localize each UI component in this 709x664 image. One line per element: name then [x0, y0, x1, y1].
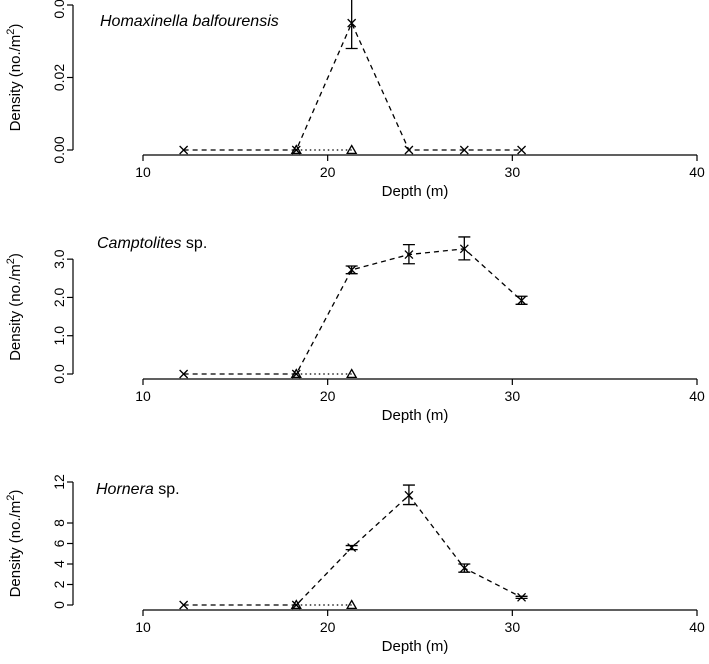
data-point-triangle	[346, 144, 358, 155]
panel-title: Hornera sp.	[96, 481, 180, 498]
panel-title-suffix: sp.	[154, 481, 180, 498]
x-tick-label: 10	[135, 164, 151, 180]
panel-title-species: Hornera	[96, 481, 154, 498]
y-axis-title-main: Density (no./m	[7, 35, 24, 132]
y-tick-label: 6	[51, 539, 67, 547]
error-bar	[345, 0, 358, 50]
panel-title-species: Homaxinella balfourensis	[100, 13, 279, 30]
y-tick-label: 0.00	[51, 136, 67, 163]
x-axis-title: Depth (m)	[382, 638, 449, 655]
x-tick-label: 40	[689, 164, 705, 180]
y-tick-label: 12	[51, 474, 67, 490]
x-tick-label: 10	[135, 619, 151, 635]
y-tick-label: 2.0	[51, 287, 67, 307]
series-line-dashed	[183, 21, 522, 151]
y-axis-title: Density (no./m2)	[5, 253, 24, 361]
y-tick-label: 0.02	[51, 64, 67, 91]
data-point-cross	[459, 244, 469, 254]
data-point-cross	[404, 490, 414, 500]
x-axis-title: Depth (m)	[382, 183, 449, 200]
x-tick-label: 40	[689, 619, 705, 635]
data-point-cross	[179, 145, 189, 155]
data-point-cross	[459, 563, 469, 573]
y-tick-label: 0.04	[51, 0, 67, 19]
data-point-triangle	[290, 368, 302, 379]
x-tick-label: 30	[505, 619, 521, 635]
panel-title-species: Camptolites	[97, 235, 181, 252]
y-tick-label: 3.0	[51, 249, 67, 269]
panel-title-suffix: sp.	[181, 235, 207, 252]
data-point-cross	[347, 265, 357, 275]
data-point-cross	[347, 18, 357, 28]
y-tick-label: 1.0	[51, 326, 67, 346]
data-point-triangle	[346, 599, 358, 610]
data-point-cross	[517, 592, 527, 602]
data-point-cross	[517, 145, 527, 155]
panel-title: Homaxinella balfourensis	[100, 13, 279, 30]
y-axis-title: Density (no./m2)	[5, 24, 24, 132]
x-tick-label: 20	[320, 164, 336, 180]
y-axis-title: Density (no./m2)	[5, 490, 24, 598]
x-axis-title: Depth (m)	[382, 407, 449, 424]
y-tick-label: 0	[51, 601, 67, 609]
panel-1: 0.00 0.02 0.04 10 20 30 40 Depth (m) Density (no…	[5, 0, 705, 200]
data-point-cross	[459, 145, 469, 155]
data-point-triangle	[290, 599, 302, 610]
x-tick-label: 10	[135, 388, 151, 404]
y-axis-title-superscript: 2	[5, 258, 17, 264]
y-axis-title-superscript: 2	[5, 495, 17, 501]
x-tick-label: 40	[689, 388, 705, 404]
y-axis-title-main: Density (no./m	[7, 264, 24, 361]
x-tick-label: 30	[505, 164, 521, 180]
y-axis-title-end: )	[7, 490, 24, 495]
x-tick-label: 20	[320, 388, 336, 404]
y-tick-label: 8	[51, 519, 67, 527]
data-point-cross	[179, 369, 189, 379]
y-axis-title-end: )	[7, 253, 24, 258]
data-point-cross	[404, 250, 414, 260]
x-tick-label: 20	[320, 619, 336, 635]
y-axis-title-main: Density (no./m	[7, 501, 24, 598]
data-point-cross	[404, 145, 414, 155]
data-point-triangle	[346, 368, 358, 379]
data-point-cross	[517, 296, 527, 305]
panel-title: Camptolites sp.	[97, 235, 207, 252]
y-tick-label: 2	[51, 580, 67, 588]
series-line-dashed	[183, 248, 523, 375]
x-tick-label: 30	[505, 388, 521, 404]
y-tick-label: 0.0	[51, 364, 67, 384]
y-axis-title-superscript: 2	[5, 29, 17, 35]
data-point-cross	[179, 600, 189, 610]
y-tick-label: 4	[51, 560, 67, 568]
y-axis-title-end: )	[7, 24, 24, 29]
series-line-dashed	[183, 494, 522, 606]
data-point-cross	[347, 543, 357, 553]
panel-2: 0.0 1.0 2.0 3.0 10 20 30 40 Depth (m) Density (no…	[5, 235, 705, 424]
data-point-triangle	[290, 144, 302, 155]
